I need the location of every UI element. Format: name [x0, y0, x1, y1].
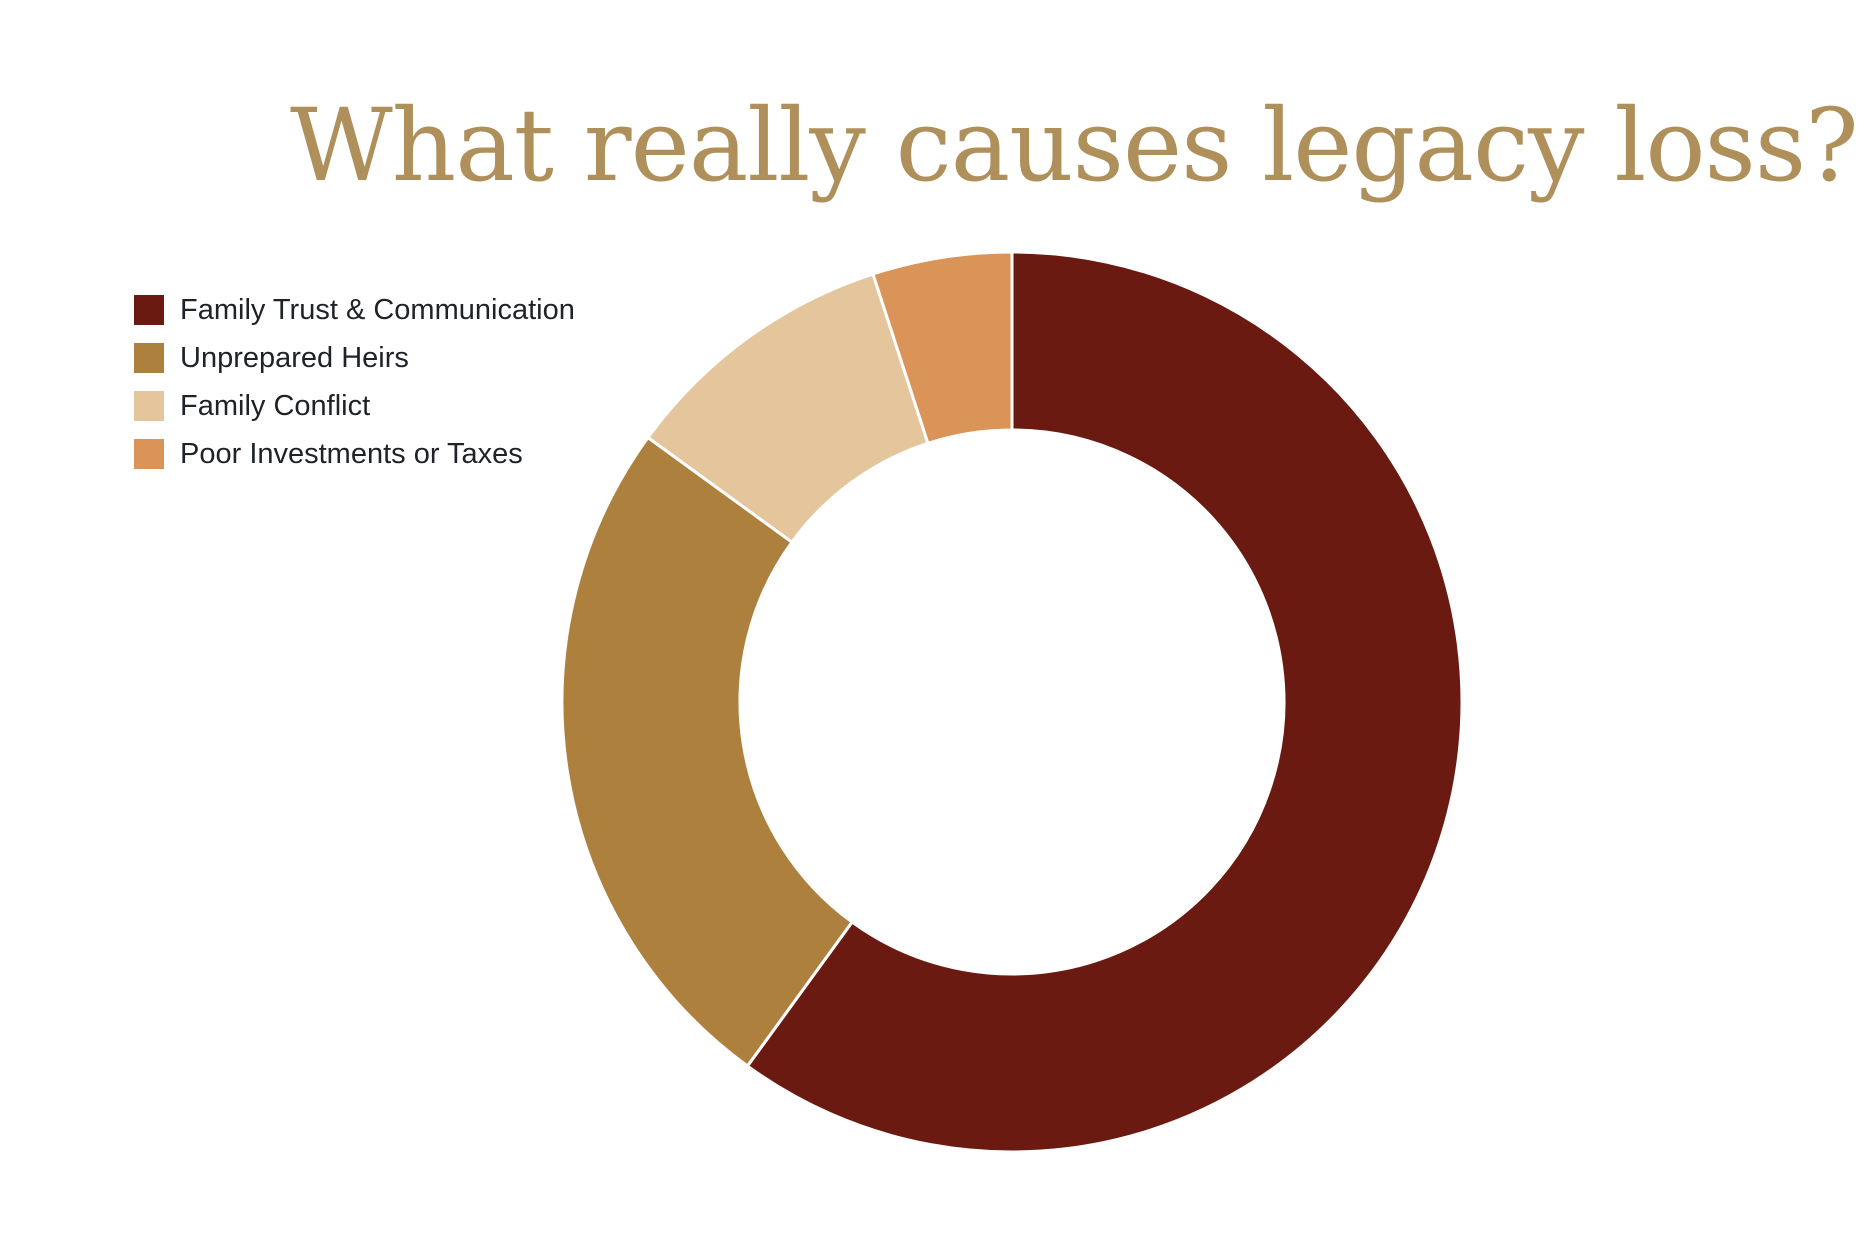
- legend-item-unprepared-heirs: Unprepared Heirs: [134, 334, 575, 382]
- legend: Family Trust & Communication Unprepared …: [134, 286, 575, 478]
- donut-slice-family-trust: [745, 250, 1464, 1154]
- legend-swatch: [134, 343, 164, 373]
- legend-swatch: [134, 439, 164, 469]
- legend-label: Family Trust & Communication: [180, 293, 575, 326]
- legend-item-poor-investments: Poor Investments or Taxes: [134, 430, 575, 478]
- legend-label: Unprepared Heirs: [180, 341, 409, 374]
- legend-item-family-conflict: Family Conflict: [134, 382, 575, 430]
- legend-label: Family Conflict: [180, 389, 371, 422]
- chart-title: What really causes legacy loss?: [290, 87, 1859, 204]
- legend-swatch: [134, 391, 164, 421]
- donut-slice-unprepared-heirs: [560, 435, 855, 1069]
- legend-label: Poor Investments or Taxes: [180, 437, 523, 470]
- legend-item-family-trust: Family Trust & Communication: [134, 286, 575, 334]
- donut-slice-poor-investments: [871, 250, 1014, 446]
- legend-swatch: [134, 295, 164, 325]
